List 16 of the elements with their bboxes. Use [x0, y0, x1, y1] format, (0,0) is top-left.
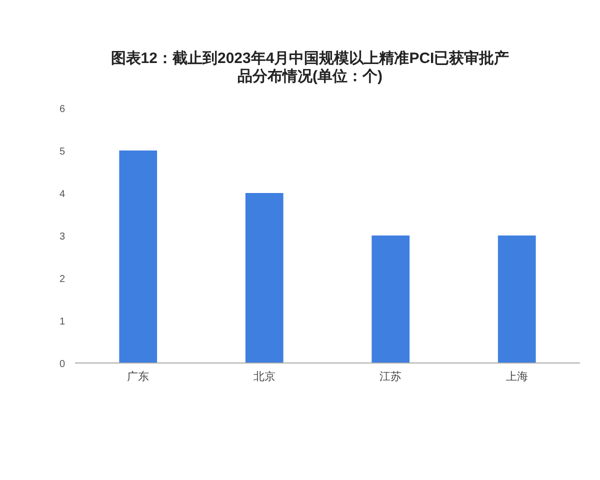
- x-tick-label: 广东: [127, 370, 150, 383]
- x-tick-label: 江苏: [380, 370, 402, 383]
- y-tick-label: 5: [59, 146, 66, 158]
- y-tick-label: 1: [59, 316, 66, 328]
- chart-title: 图表12：截止到2023年4月中国规模以上精准PCI已获审批产品分布情况(单位：个): [110, 50, 510, 86]
- y-tick-label: 0: [59, 359, 66, 370]
- y-tick-label: 2: [59, 274, 66, 285]
- y-tick-label: 4: [59, 189, 66, 200]
- y-tick-label: 6: [59, 104, 66, 115]
- bar: [372, 236, 410, 363]
- x-tick-label: 北京: [253, 370, 276, 383]
- x-tick-label: 上海: [506, 370, 528, 383]
- bar: [498, 236, 536, 363]
- bar: [245, 193, 284, 363]
- y-tick-label: 3: [59, 232, 66, 242]
- bar: [119, 150, 158, 363]
